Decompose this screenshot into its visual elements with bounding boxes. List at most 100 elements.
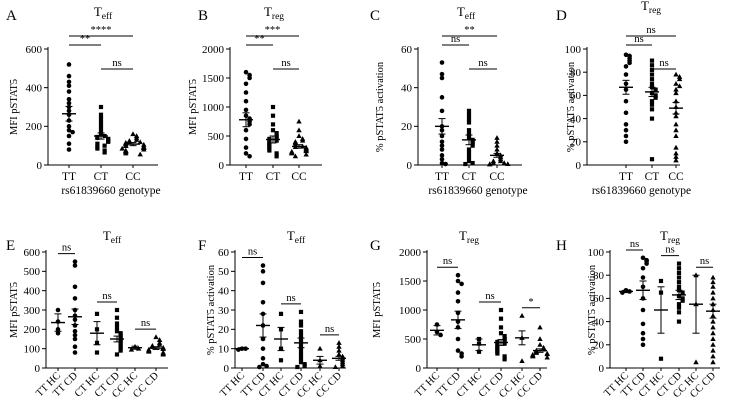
data-point xyxy=(66,62,72,67)
panel-letter: F xyxy=(198,238,206,254)
data-point xyxy=(118,348,123,353)
y-tick-label: 100 xyxy=(588,247,605,259)
y-tick-label: 500 xyxy=(24,266,41,278)
data-point xyxy=(439,95,445,100)
data-point xyxy=(298,352,304,357)
data-point xyxy=(339,363,346,369)
data-point xyxy=(640,330,646,336)
data-point xyxy=(466,108,472,113)
panel-title: Treg xyxy=(264,4,284,22)
data-point xyxy=(710,284,716,289)
data-point xyxy=(673,150,679,156)
data-point xyxy=(303,148,309,154)
data-point xyxy=(673,127,679,133)
data-point xyxy=(270,122,276,127)
significance-label: ns xyxy=(700,256,709,267)
y-tick-label: 20 xyxy=(570,137,582,149)
data-point xyxy=(336,351,342,357)
significance-label: ns xyxy=(62,243,71,254)
data-point xyxy=(243,69,249,75)
data-point xyxy=(303,151,309,157)
data-point xyxy=(710,330,716,336)
data-point xyxy=(494,135,500,140)
data-point xyxy=(658,278,664,284)
data-point xyxy=(114,307,120,313)
panel-title-sub: reg xyxy=(272,12,284,22)
data-point xyxy=(439,160,445,166)
data-point xyxy=(128,346,135,352)
data-point xyxy=(497,158,504,164)
data-point xyxy=(243,127,249,133)
y-tick-label: 0 xyxy=(224,363,230,375)
panel-title: Treg xyxy=(660,228,680,246)
data-point xyxy=(476,349,482,354)
panel-title-sub: reg xyxy=(467,236,479,246)
data-point xyxy=(673,90,679,96)
panel-title-sub: eff xyxy=(465,11,476,22)
y-tick-label: 0 xyxy=(35,363,41,375)
data-point xyxy=(710,295,716,301)
data-point xyxy=(487,161,493,167)
data-point xyxy=(710,359,716,365)
data-point xyxy=(106,139,111,144)
data-point xyxy=(94,350,100,355)
data-point xyxy=(336,347,342,353)
data-point xyxy=(98,124,104,129)
data-point xyxy=(298,333,304,338)
data-point xyxy=(676,310,682,315)
data-point xyxy=(260,280,266,286)
data-point xyxy=(72,296,78,301)
data-point xyxy=(710,274,716,280)
data-point xyxy=(627,60,632,66)
y-tick-label: 2000 xyxy=(399,247,422,259)
data-point xyxy=(537,342,543,347)
panel-title-main: T xyxy=(660,228,668,243)
panel-title-sub: reg xyxy=(668,236,680,246)
data-point xyxy=(439,75,445,81)
data-point xyxy=(260,299,266,305)
data-point xyxy=(439,147,445,152)
data-point xyxy=(141,146,147,152)
data-point xyxy=(264,363,269,369)
data-point xyxy=(680,298,685,303)
significance-label: ns xyxy=(659,58,668,69)
data-point xyxy=(459,354,464,359)
y-axis-label: % pSTAT5 activation xyxy=(587,264,598,355)
y-tick-label: 60 xyxy=(593,293,605,305)
data-point xyxy=(676,319,682,324)
data-point xyxy=(640,275,646,280)
data-point xyxy=(466,155,472,160)
x-category-label: TT xyxy=(619,171,633,183)
data-point xyxy=(243,90,249,95)
data-point xyxy=(455,290,461,295)
data-point xyxy=(676,305,682,310)
x-axis-title: rs61839660 genotype xyxy=(592,185,691,197)
x-category-label: CT xyxy=(266,171,281,183)
data-point xyxy=(710,342,716,347)
panel-title: Teff xyxy=(287,228,306,246)
data-point xyxy=(123,150,129,156)
data-point xyxy=(649,58,655,63)
panel-title: Treg xyxy=(459,228,479,246)
data-point xyxy=(544,351,550,357)
data-point xyxy=(676,266,682,271)
data-point xyxy=(623,110,629,116)
data-point xyxy=(260,269,266,274)
data-point xyxy=(455,278,461,284)
data-point xyxy=(102,150,107,155)
data-point xyxy=(676,261,682,266)
y-tick-label: 200 xyxy=(24,324,41,336)
data-point xyxy=(470,143,475,148)
data-point xyxy=(455,348,461,353)
data-point xyxy=(710,353,716,359)
data-point xyxy=(336,343,342,349)
significance-label: ns xyxy=(451,34,460,45)
data-point xyxy=(653,87,658,92)
significance-label: ns xyxy=(478,58,487,69)
data-point xyxy=(533,350,540,355)
data-point xyxy=(640,265,646,271)
x-category-label: CT xyxy=(462,171,477,183)
data-point xyxy=(72,344,78,350)
